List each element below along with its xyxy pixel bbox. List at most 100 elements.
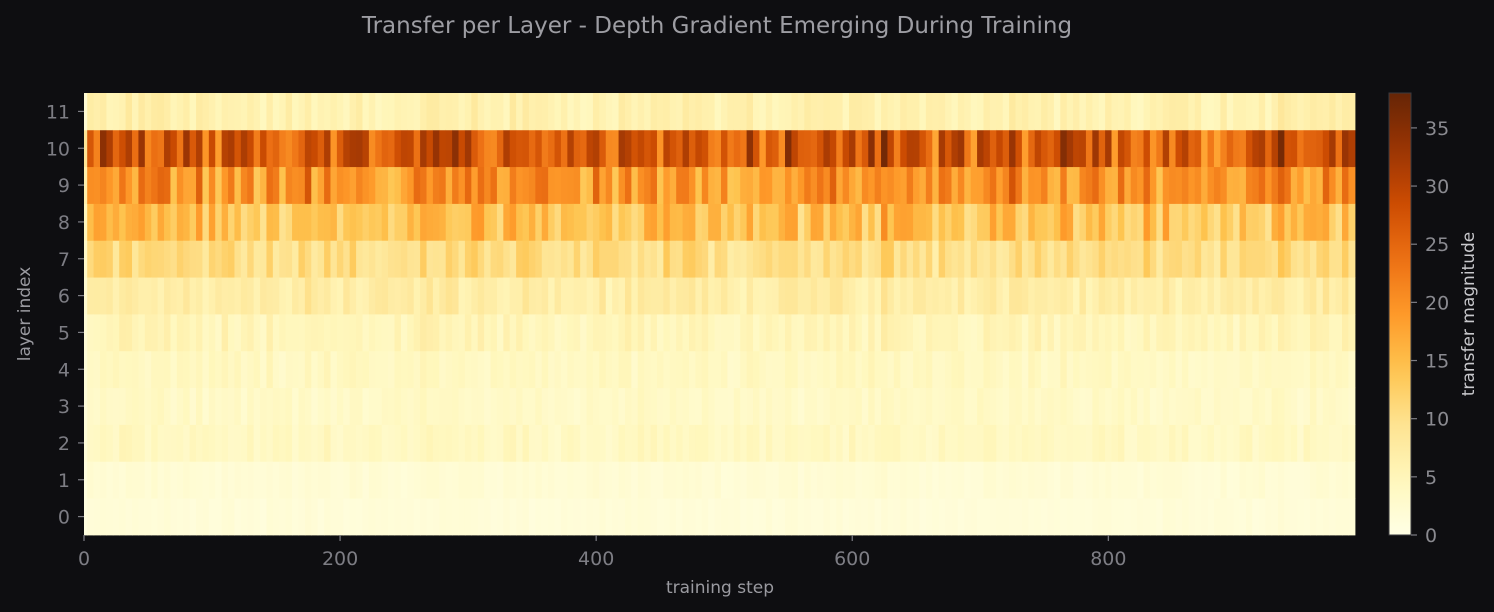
heatmap-cell xyxy=(471,350,479,389)
heatmap-cell xyxy=(1079,166,1087,204)
heatmap-cell xyxy=(509,93,517,131)
heatmap-cell xyxy=(829,424,837,462)
heatmap-cell xyxy=(324,240,332,278)
heatmap-cell xyxy=(785,314,793,352)
heatmap-cell xyxy=(855,203,863,241)
heatmap-cell xyxy=(381,424,389,462)
heatmap-cell xyxy=(144,129,152,168)
heatmap-cell xyxy=(797,350,805,389)
heatmap-cell xyxy=(234,129,242,168)
heatmap-cell xyxy=(228,129,236,168)
heatmap-cell xyxy=(567,387,575,425)
heatmap-cell xyxy=(93,498,101,536)
heatmap-cell xyxy=(1124,498,1132,536)
heatmap-cell xyxy=(1194,350,1202,389)
heatmap-cell xyxy=(772,93,780,131)
heatmap-cell xyxy=(836,277,844,315)
heatmap-cell xyxy=(324,166,332,204)
heatmap-cell xyxy=(490,129,498,168)
heatmap-cell xyxy=(477,93,485,131)
heatmap-cell xyxy=(925,314,933,352)
heatmap-cell xyxy=(503,424,511,462)
heatmap-cell xyxy=(119,93,127,131)
heatmap-cell xyxy=(1009,461,1017,499)
heatmap-cell xyxy=(1201,424,1209,462)
heatmap-cell xyxy=(221,387,229,425)
heatmap-cell xyxy=(772,277,780,315)
heatmap-cell xyxy=(106,129,114,168)
heatmap-cell xyxy=(599,129,607,168)
heatmap-cell xyxy=(983,240,991,278)
heatmap-cell xyxy=(656,314,664,352)
heatmap-cell xyxy=(913,166,921,204)
heatmap-cell xyxy=(304,387,312,425)
heatmap-cell xyxy=(394,129,402,168)
heatmap-cell xyxy=(1213,203,1221,241)
heatmap-cell xyxy=(368,166,376,204)
heatmap-cell xyxy=(1252,203,1260,241)
heatmap-cell xyxy=(535,277,543,315)
heatmap-cell xyxy=(196,387,204,425)
heatmap-cell xyxy=(458,387,466,425)
heatmap-cell xyxy=(1265,387,1273,425)
heatmap-cell xyxy=(1117,240,1125,278)
heatmap-cell xyxy=(1188,350,1196,389)
heatmap-cell xyxy=(388,498,396,536)
heatmap-cell xyxy=(868,203,876,241)
heatmap-cell xyxy=(516,424,524,462)
heatmap-cell xyxy=(1066,461,1074,499)
heatmap-cell xyxy=(951,93,959,131)
heatmap-cell xyxy=(1105,240,1113,278)
heatmap-cell xyxy=(1258,203,1266,241)
heatmap-cell xyxy=(1348,314,1356,352)
heatmap-cell xyxy=(791,129,799,168)
heatmap-cell xyxy=(977,129,985,168)
heatmap-cell xyxy=(381,277,389,315)
heatmap-cell xyxy=(618,203,626,241)
heatmap-cell xyxy=(785,461,793,499)
heatmap-cell xyxy=(240,166,248,204)
heatmap-cell xyxy=(1066,498,1074,536)
heatmap-cell xyxy=(1092,387,1100,425)
heatmap-cell xyxy=(913,277,921,315)
heatmap-cell xyxy=(970,166,978,204)
heatmap-cell xyxy=(144,277,152,315)
heatmap-cell xyxy=(989,498,997,536)
heatmap-cell xyxy=(605,461,613,499)
heatmap-cell xyxy=(208,387,216,425)
heatmap-cell xyxy=(439,240,447,278)
heatmap-cell xyxy=(1047,314,1055,352)
heatmap-cell xyxy=(727,424,735,462)
heatmap-cell xyxy=(394,498,402,536)
heatmap-cell xyxy=(1028,203,1036,241)
heatmap-cell xyxy=(292,277,300,315)
heatmap-cell xyxy=(669,203,677,241)
heatmap-cell xyxy=(1226,314,1234,352)
heatmap-cell xyxy=(1092,240,1100,278)
heatmap-cell xyxy=(215,314,223,352)
heatmap-cell xyxy=(676,350,684,389)
heatmap-cell xyxy=(618,461,626,499)
heatmap-cell xyxy=(189,277,197,315)
heatmap-cell xyxy=(272,203,280,241)
heatmap-cell xyxy=(1239,424,1247,462)
heatmap-cell xyxy=(688,498,696,536)
heatmap-cell xyxy=(1309,93,1317,131)
heatmap-cell xyxy=(938,387,946,425)
heatmap-cell xyxy=(336,350,344,389)
heatmap-cell xyxy=(1060,498,1068,536)
heatmap-cell xyxy=(612,203,620,241)
heatmap-cell xyxy=(1041,240,1049,278)
heatmap-cell xyxy=(964,461,972,499)
heatmap-cell xyxy=(407,314,415,352)
heatmap-cell xyxy=(1329,240,1337,278)
heatmap-cell xyxy=(1028,424,1036,462)
heatmap-cell xyxy=(394,461,402,499)
heatmap-cell xyxy=(676,129,684,168)
heatmap-cell xyxy=(721,129,728,168)
heatmap-cell xyxy=(778,166,786,204)
heatmap-cell xyxy=(637,277,645,315)
heatmap-cell xyxy=(836,129,844,168)
heatmap-cell xyxy=(202,203,210,241)
heatmap-cell xyxy=(1201,203,1209,241)
